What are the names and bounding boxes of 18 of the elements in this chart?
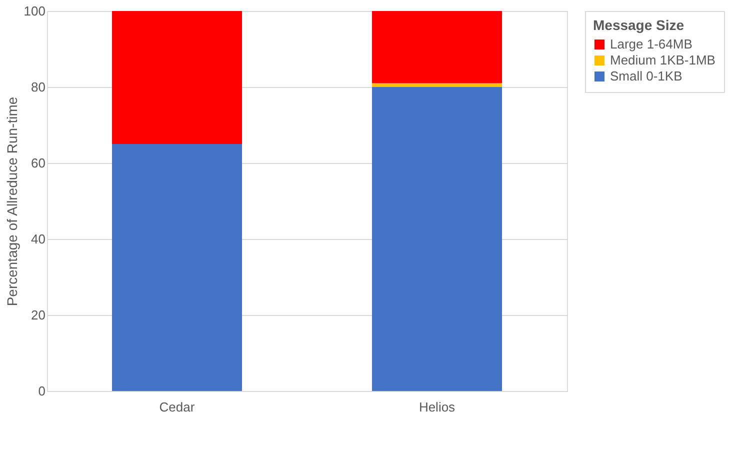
y-tick-label: 40 xyxy=(31,232,46,246)
y-tick-label: 100 xyxy=(24,4,46,18)
y-axis-title: Percentage of Allreduce Run-time xyxy=(4,96,20,306)
bar xyxy=(372,11,502,84)
y-tick-label: 20 xyxy=(31,308,46,322)
bar xyxy=(372,87,502,391)
y-tick-label: 60 xyxy=(31,156,46,170)
x-tick-label: Cedar xyxy=(159,400,196,414)
bar xyxy=(112,144,242,391)
y-tick-label: 0 xyxy=(38,384,46,398)
legend-label: Large 1-64MB xyxy=(610,36,692,52)
legend-label: Small 0-1KB xyxy=(610,68,682,84)
legend-title: Message Size xyxy=(593,17,684,33)
x-tick-label: Helios xyxy=(418,400,456,414)
bar xyxy=(112,11,242,144)
bar xyxy=(372,83,502,87)
legend-label: Medium 1KB-1MB xyxy=(610,52,716,68)
y-tick-label: 80 xyxy=(31,80,46,94)
